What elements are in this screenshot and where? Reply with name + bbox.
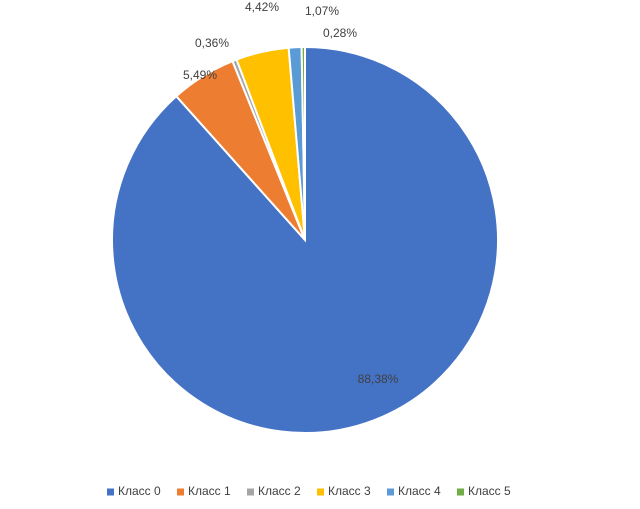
data-label: 0,28% [323,26,357,40]
legend-label: Класс 5 [468,484,511,498]
legend-marker [177,488,184,496]
pie-slice [111,45,499,434]
legend-marker [107,488,114,496]
legend-marker [457,488,464,496]
legend-label: Класс 0 [118,484,161,498]
legend-label: Класс 2 [258,484,301,498]
data-label: 5,49% [183,68,217,82]
data-label: 4,42% [245,0,279,14]
legend-label: Класс 3 [328,484,371,498]
legend-marker [317,488,324,496]
legend-label: Класс 4 [398,484,441,498]
data-label: 0,36% [195,36,229,50]
data-label: 1,07% [305,4,339,18]
legend-marker [387,488,394,496]
legend-marker [247,488,254,496]
legend-label: Класс 1 [188,484,231,498]
pie-slice [300,45,306,241]
data-label: 88,38% [358,372,399,386]
